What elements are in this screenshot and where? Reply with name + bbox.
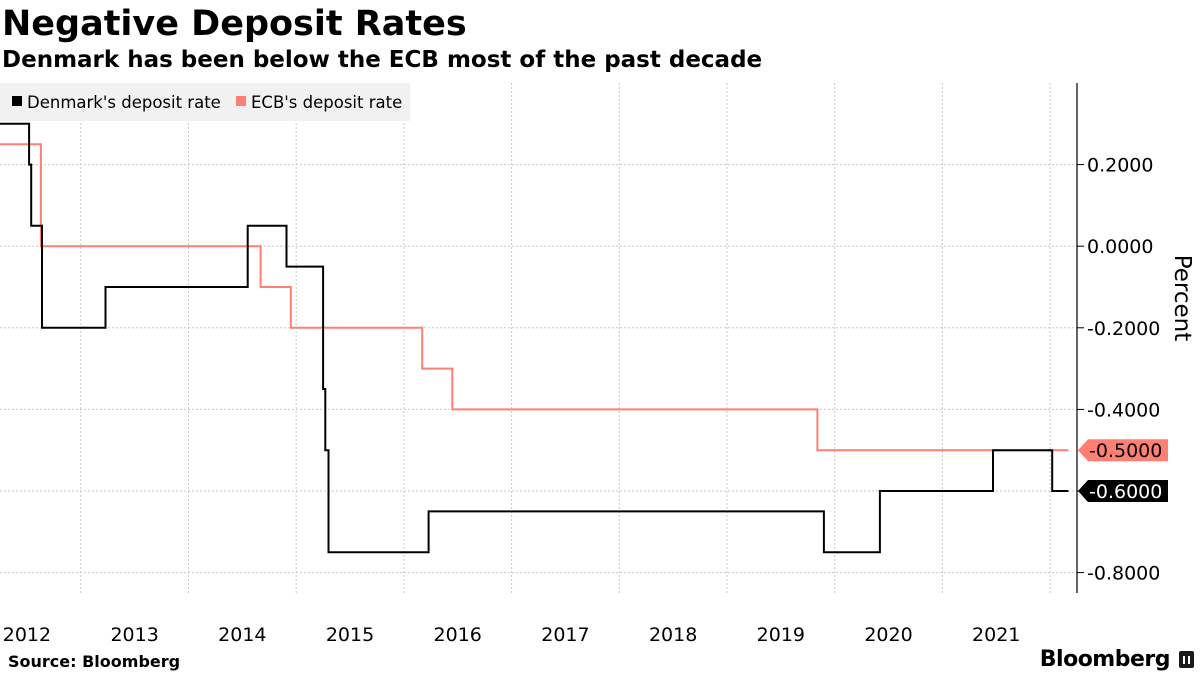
value-flag-label: -0.5000 — [1089, 440, 1162, 462]
legend: Denmark's deposit rate ECB's deposit rate — [0, 83, 410, 121]
ecb-last-value-flag: -0.5000 — [1078, 439, 1168, 462]
bloomberg-badge-icon — [1179, 651, 1194, 668]
y-tick-label: 0.2000 — [1087, 155, 1153, 177]
x-tick-label: 2012 — [3, 624, 51, 646]
brand-logo: Bloomberg — [1039, 647, 1171, 672]
y-tick-label: 0.0000 — [1087, 236, 1153, 258]
x-tick-label: 2013 — [110, 624, 158, 646]
x-tick-label: 2017 — [541, 624, 589, 646]
y-tick-label: -0.8000 — [1087, 563, 1160, 585]
y-axis-title: Percent — [1169, 255, 1195, 342]
legend-label: Denmark's deposit rate — [27, 93, 221, 112]
legend-background — [0, 83, 410, 121]
x-tick-label: 2016 — [434, 624, 482, 646]
chart-subtitle: Denmark has been below the ECB most of t… — [2, 47, 763, 73]
legend-swatch-ecb — [236, 96, 246, 106]
denmark-last-value-flag: -0.6000 — [1078, 480, 1168, 503]
value-flag-label: -0.6000 — [1089, 481, 1162, 503]
source-note: Source: Bloomberg — [8, 652, 181, 671]
legend-label: ECB's deposit rate — [251, 93, 402, 112]
x-tick-label: 2019 — [757, 624, 805, 646]
chart-title: Negative Deposit Rates — [2, 4, 467, 44]
value-flag-shape — [1078, 480, 1168, 502]
x-tick-label: 2014 — [218, 624, 266, 646]
value-flag-shape — [1078, 439, 1168, 462]
x-tick-label: 2018 — [649, 624, 697, 646]
y-tick-label: -0.4000 — [1087, 399, 1160, 421]
x-tick-label: 2021 — [972, 624, 1020, 646]
x-tick-label: 2015 — [326, 624, 374, 646]
legend-swatch-denmark — [12, 96, 22, 106]
denmark-rate-line — [0, 122, 1069, 554]
ecb-rate-line — [0, 143, 1069, 452]
x-tick-label: 2020 — [864, 624, 912, 646]
y-tick-label: -0.2000 — [1087, 318, 1160, 340]
